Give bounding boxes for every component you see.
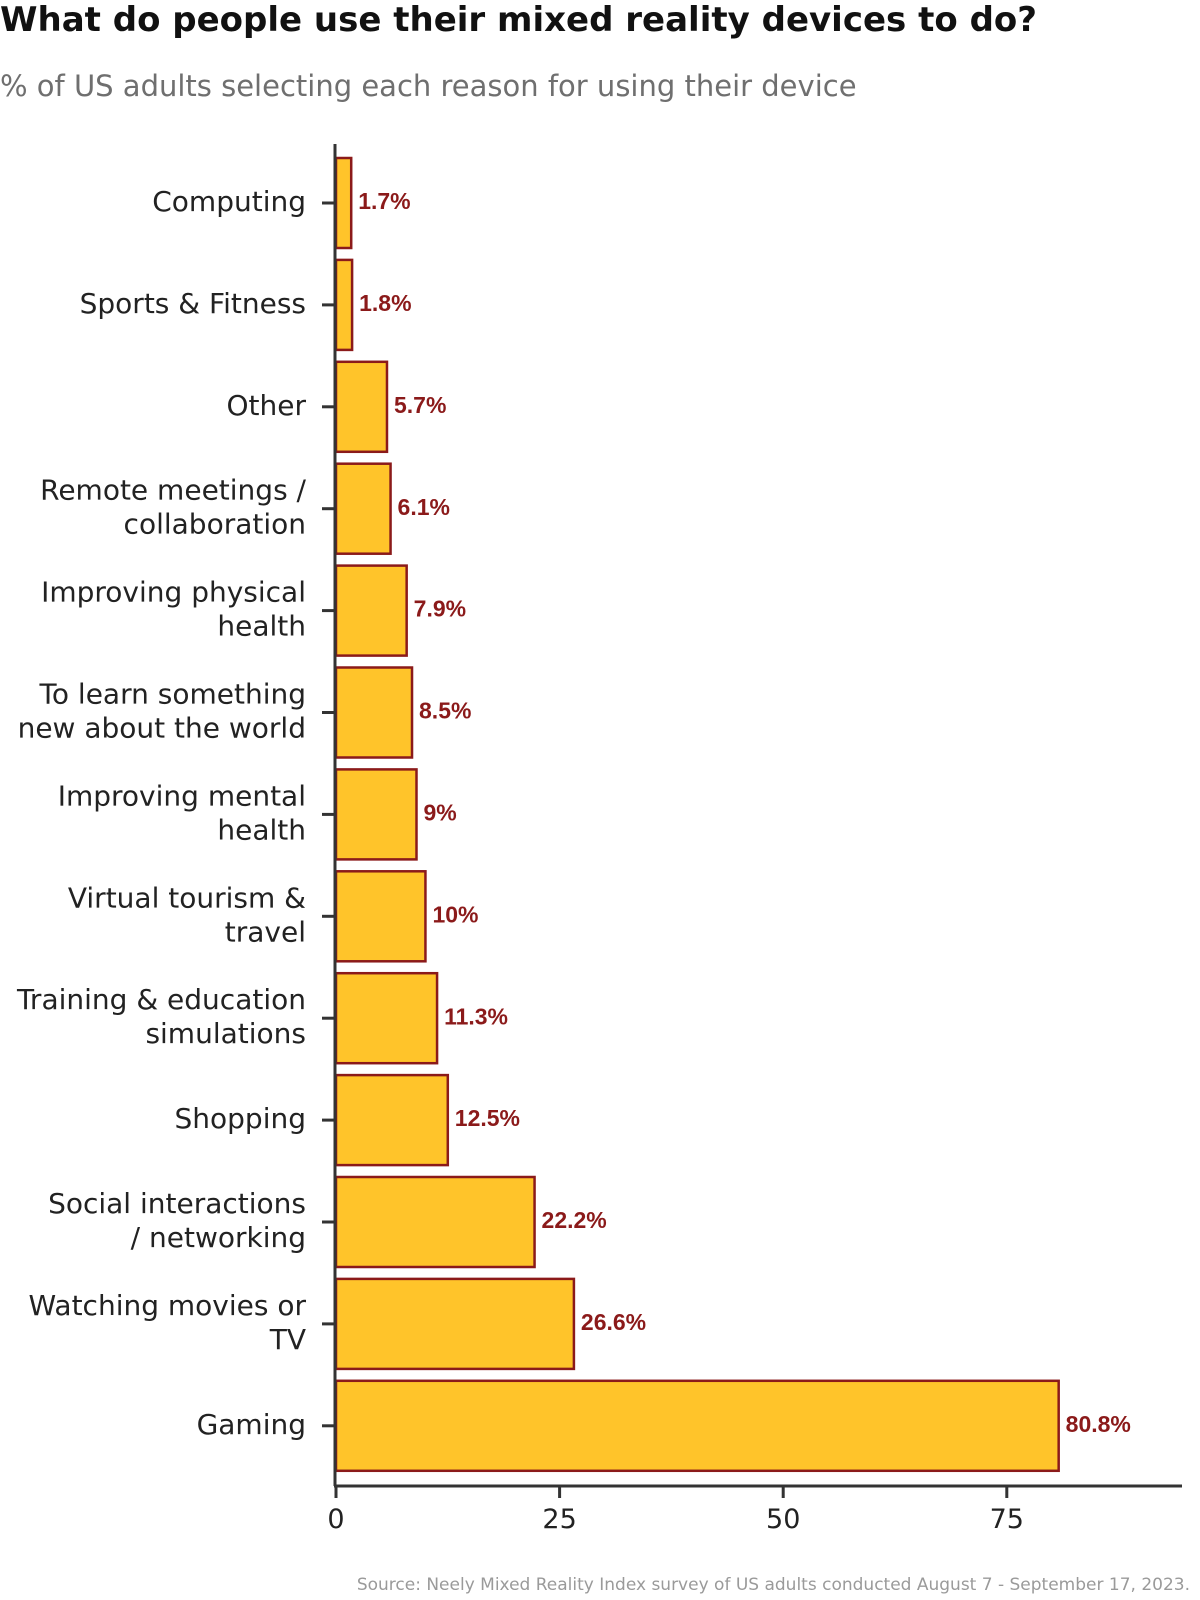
value-label: 5.7%	[394, 392, 446, 418]
category-label: Training & education simulations	[16, 983, 306, 1050]
category-label-line: Virtual tourism &	[68, 881, 306, 914]
category-label: Sports & Fitness	[80, 287, 306, 320]
bar	[334, 156, 353, 250]
category-label: Remote meetings / collaboration	[40, 474, 306, 541]
value-label: 1.8%	[359, 290, 411, 316]
category-label: Improving mental health	[58, 779, 306, 846]
value-label: 11.3%	[444, 1003, 508, 1029]
category-label: To learn something new about the world	[18, 678, 306, 745]
category-label-line: Watching movies or	[29, 1289, 307, 1322]
value-label: 12.5%	[455, 1105, 520, 1131]
bar	[334, 564, 408, 657]
chart-subtitle: % of US adults selecting each reason for…	[0, 69, 857, 103]
category-label: Watching movies or TV	[29, 1289, 307, 1356]
value-label: 22.2%	[542, 1207, 607, 1233]
bar	[334, 1379, 1060, 1473]
bar	[334, 768, 418, 861]
x-tick-label: 50	[766, 1504, 800, 1535]
bar	[334, 258, 354, 352]
value-label: 8.5%	[419, 698, 471, 724]
bar	[334, 1277, 576, 1371]
category-label-line: / networking	[131, 1221, 306, 1254]
category-label: Improving physical health	[41, 576, 306, 643]
category-label-line: To learn something	[39, 678, 306, 711]
bar	[334, 971, 439, 1065]
category-label: Social interactions / networking	[48, 1187, 306, 1254]
value-label: 1.7%	[358, 188, 410, 214]
category-label-line: Computing	[152, 185, 306, 218]
category-label-line: Improving mental	[58, 779, 306, 812]
category-label: Virtual tourism & travel	[68, 881, 306, 948]
category-label-line: health	[217, 813, 306, 846]
value-label: 6.1%	[398, 494, 450, 520]
category-label-line: Social interactions	[48, 1187, 306, 1220]
source-note: Source: Neely Mixed Reality Index survey…	[356, 1575, 1190, 1595]
value-label: 26.6%	[581, 1309, 646, 1335]
value-label: 9%	[423, 799, 456, 825]
category-label-line: collaboration	[124, 508, 306, 541]
bar	[334, 666, 414, 759]
category-label-line: Training & education	[16, 983, 306, 1016]
category-label-line: new about the world	[18, 712, 306, 745]
category-label: Computing	[152, 185, 306, 218]
category-label-line: travel	[225, 915, 306, 948]
category-label-line: Improving physical	[41, 576, 306, 609]
category-label: Shopping	[175, 1102, 307, 1135]
value-label: 80.8%	[1066, 1411, 1131, 1437]
bar	[334, 462, 392, 555]
value-label: 7.9%	[414, 596, 466, 622]
x-tick-label: 75	[990, 1504, 1024, 1535]
category-label-line: Shopping	[175, 1102, 307, 1135]
category-label-line: TV	[269, 1323, 306, 1356]
x-tick-label: 0	[327, 1504, 344, 1535]
bar	[334, 870, 427, 963]
value-label: 10%	[432, 901, 478, 927]
category-label-line: Other	[226, 389, 306, 422]
bar	[334, 360, 389, 454]
chart-title: What do people use their mixed reality d…	[0, 0, 1037, 40]
x-tick-label: 25	[542, 1504, 576, 1535]
category-label-line: Remote meetings /	[40, 474, 306, 507]
category-label-line: health	[217, 610, 306, 643]
category-label-line: Gaming	[197, 1408, 306, 1441]
category-label: Gaming	[197, 1408, 306, 1441]
bar	[334, 1175, 536, 1269]
bar	[334, 1073, 450, 1167]
category-label-line: simulations	[145, 1017, 306, 1050]
category-label: Other	[226, 389, 306, 422]
category-label-line: Sports & Fitness	[80, 287, 306, 320]
